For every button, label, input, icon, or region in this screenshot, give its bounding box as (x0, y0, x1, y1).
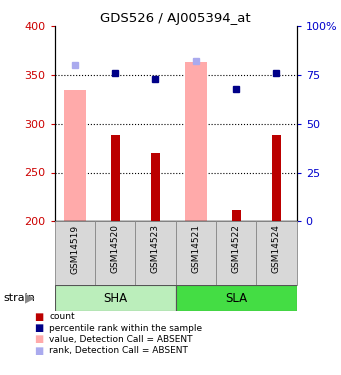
Bar (232, 210, 241, 221)
Text: SHA: SHA (103, 292, 127, 304)
Bar (55, 221, 95, 285)
Bar (135, 221, 176, 285)
Text: GSM14519: GSM14519 (70, 224, 79, 274)
Bar (110, 135, 120, 221)
Text: rank, Detection Call = ABSENT: rank, Detection Call = ABSENT (49, 346, 188, 355)
Bar (95, 221, 135, 285)
Text: count: count (49, 312, 75, 321)
Bar (64, 90, 86, 221)
Text: GSM14521: GSM14521 (191, 224, 200, 273)
Bar (272, 135, 281, 221)
Text: SLA: SLA (225, 292, 247, 304)
Bar (151, 153, 160, 221)
Bar (216, 221, 256, 285)
Text: GSM14522: GSM14522 (232, 224, 241, 273)
Text: GSM14520: GSM14520 (110, 224, 120, 273)
Text: value, Detection Call = ABSENT: value, Detection Call = ABSENT (49, 335, 193, 344)
Title: GDS526 / AJ005394_at: GDS526 / AJ005394_at (100, 12, 251, 25)
Text: ■: ■ (34, 312, 43, 322)
Text: ■: ■ (34, 334, 43, 344)
Text: strain: strain (3, 293, 35, 303)
Bar (176, 221, 216, 285)
Text: ■: ■ (34, 346, 43, 355)
Text: percentile rank within the sample: percentile rank within the sample (49, 324, 203, 333)
Text: GSM14524: GSM14524 (272, 224, 281, 273)
Bar (55, 285, 176, 311)
Bar (256, 221, 297, 285)
Text: ■: ■ (34, 323, 43, 333)
Bar (185, 62, 207, 221)
Bar (176, 285, 297, 311)
Text: ▶: ▶ (25, 292, 35, 304)
Text: GSM14523: GSM14523 (151, 224, 160, 273)
